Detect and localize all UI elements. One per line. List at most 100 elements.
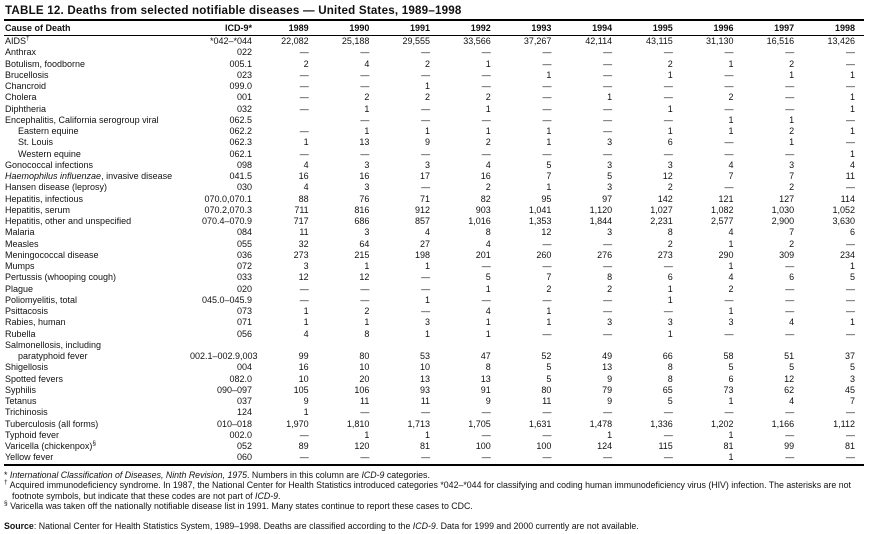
value-cell: — bbox=[481, 47, 491, 58]
value-cell: 4 bbox=[485, 306, 491, 316]
value-cell: 10 bbox=[298, 373, 309, 384]
value-cell: 7 bbox=[789, 171, 795, 181]
value-cell: 1,478 bbox=[589, 418, 613, 429]
column-header-icd: ICD-9* bbox=[190, 21, 257, 36]
icd-cell: 023 bbox=[236, 69, 252, 80]
value-cell: 1 bbox=[728, 114, 734, 125]
value-cell: — bbox=[299, 103, 309, 114]
value-cell: 43,115 bbox=[645, 36, 673, 46]
value-cell: 5 bbox=[849, 362, 855, 373]
value-cell: — bbox=[785, 47, 795, 58]
value-cell: 1 bbox=[849, 92, 855, 103]
icd-cell: 045.0–045.9 bbox=[201, 294, 252, 305]
value-cell: 1,810 bbox=[346, 418, 370, 429]
value-cell: 1 bbox=[425, 294, 431, 305]
table-row: Haemophilus influenzae, invasive disease… bbox=[4, 171, 864, 182]
value-cell: — bbox=[481, 69, 491, 80]
value-cell: 45 bbox=[844, 384, 855, 395]
value-cell: — bbox=[542, 238, 552, 249]
value-cell: — bbox=[299, 429, 309, 440]
value-cell: 1 bbox=[485, 58, 491, 69]
value-cell: 11 bbox=[542, 396, 552, 406]
value-cell: — bbox=[663, 148, 673, 159]
value-cell: 1 bbox=[425, 81, 431, 91]
value-cell: 857 bbox=[415, 216, 431, 226]
icd-cell: 070.4–070.9 bbox=[201, 216, 252, 226]
value-cell: — bbox=[603, 261, 613, 271]
table-row: Tuberculosis (all forms) 010–018 1,970 1,81… bbox=[4, 419, 864, 430]
value-cell: 13 bbox=[420, 373, 431, 384]
value-cell: 3 bbox=[789, 159, 795, 170]
value-cell: 53 bbox=[420, 351, 431, 361]
value-cell: 76 bbox=[359, 193, 370, 204]
cause-cell: Encephalitis, California serogroup viral bbox=[5, 114, 159, 125]
cause-cell: Meningococcal disease bbox=[5, 249, 99, 260]
cause-cell: Cholera bbox=[5, 92, 37, 103]
value-cell: 1 bbox=[425, 429, 431, 440]
value-cell: 711 bbox=[294, 204, 309, 215]
value-cell: — bbox=[785, 328, 795, 339]
value-cell: 1 bbox=[849, 261, 855, 271]
table-row: Shigellosis 004 16 10 10 8 5 13 8 5 5 5 bbox=[4, 362, 864, 373]
cause-cell: Typhoid fever bbox=[5, 429, 60, 440]
value-cell: 9 bbox=[303, 396, 309, 406]
value-cell: 3 bbox=[607, 182, 613, 193]
value-cell: 1 bbox=[485, 317, 491, 328]
value-cell: — bbox=[603, 328, 613, 339]
value-cell: — bbox=[785, 294, 795, 305]
value-cell: — bbox=[724, 47, 734, 58]
value-cell: 1 bbox=[485, 103, 491, 114]
value-cell: 8 bbox=[607, 272, 613, 283]
value-cell: — bbox=[360, 69, 370, 80]
cause-cell: Spotted fevers bbox=[5, 373, 64, 384]
value-cell: — bbox=[603, 148, 613, 159]
value-cell: 1 bbox=[789, 137, 795, 148]
value-cell bbox=[257, 115, 318, 126]
value-cell: 99 bbox=[784, 441, 795, 451]
table-row: AIDS† *042–*044 22,082 25,188 29,555 33,566 37… bbox=[4, 35, 864, 48]
value-cell: 2 bbox=[485, 92, 491, 103]
value-cell: 89 bbox=[298, 441, 309, 451]
value-cell: 1 bbox=[728, 429, 734, 440]
value-cell: 4 bbox=[728, 272, 734, 283]
value-cell: — bbox=[421, 103, 431, 114]
value-cell: — bbox=[724, 81, 734, 91]
value-cell: 79 bbox=[602, 384, 613, 395]
cause-cell: Trichinosis bbox=[5, 407, 48, 418]
value-cell: 11 bbox=[845, 171, 855, 181]
value-cell: 1 bbox=[364, 317, 370, 328]
cause-cell: Anthrax bbox=[5, 47, 37, 58]
table-row: Diphtheria 032 — 1 — 1 — — 1 — — 1 bbox=[4, 104, 864, 115]
notifiable-diseases-table: Cause of Death ICD-9* 1989 1990 1991 199… bbox=[4, 21, 864, 466]
value-cell: — bbox=[542, 328, 552, 339]
cause-cell: Hepatitis, infectious bbox=[5, 193, 84, 204]
value-cell: — bbox=[724, 328, 734, 339]
value-cell: 1 bbox=[849, 317, 855, 328]
value-cell: 1 bbox=[849, 69, 855, 80]
table-row: Pertussis (whooping cough) 033 12 12 — 5 7 8 6 4 6… bbox=[4, 272, 864, 283]
value-cell: 124 bbox=[597, 441, 613, 451]
value-cell: — bbox=[542, 81, 552, 91]
value-cell: — bbox=[299, 92, 309, 103]
cause-cell: Haemophilus influenzae, invasive disease bbox=[5, 171, 173, 181]
table-row: Botulism, foodborne 005.1 2 4 2 1 — — 2 1 2 — bbox=[4, 59, 864, 70]
value-cell: 1 bbox=[546, 69, 552, 80]
value-cell: 2 bbox=[425, 92, 431, 103]
value-cell: — bbox=[481, 261, 491, 271]
value-cell: 9 bbox=[485, 396, 491, 406]
value-cell: 33,566 bbox=[463, 36, 491, 46]
column-header-1991: 1991 bbox=[378, 21, 440, 36]
icd-cell: 032 bbox=[236, 103, 252, 114]
value-cell: 273 bbox=[657, 249, 673, 260]
column-header-1997: 1997 bbox=[742, 21, 804, 36]
value-cell: — bbox=[421, 452, 431, 463]
value-cell: — bbox=[542, 452, 552, 463]
value-cell: 1 bbox=[364, 429, 370, 440]
footnote: † Acquired immunodeficiency syndrome. In… bbox=[4, 478, 851, 501]
column-header-1994: 1994 bbox=[560, 21, 622, 36]
value-cell: 10 bbox=[359, 362, 370, 373]
value-cell: — bbox=[542, 58, 552, 69]
icd-cell: 033 bbox=[236, 272, 252, 283]
value-cell: — bbox=[724, 137, 734, 148]
value-cell: 13,426 bbox=[827, 36, 855, 46]
